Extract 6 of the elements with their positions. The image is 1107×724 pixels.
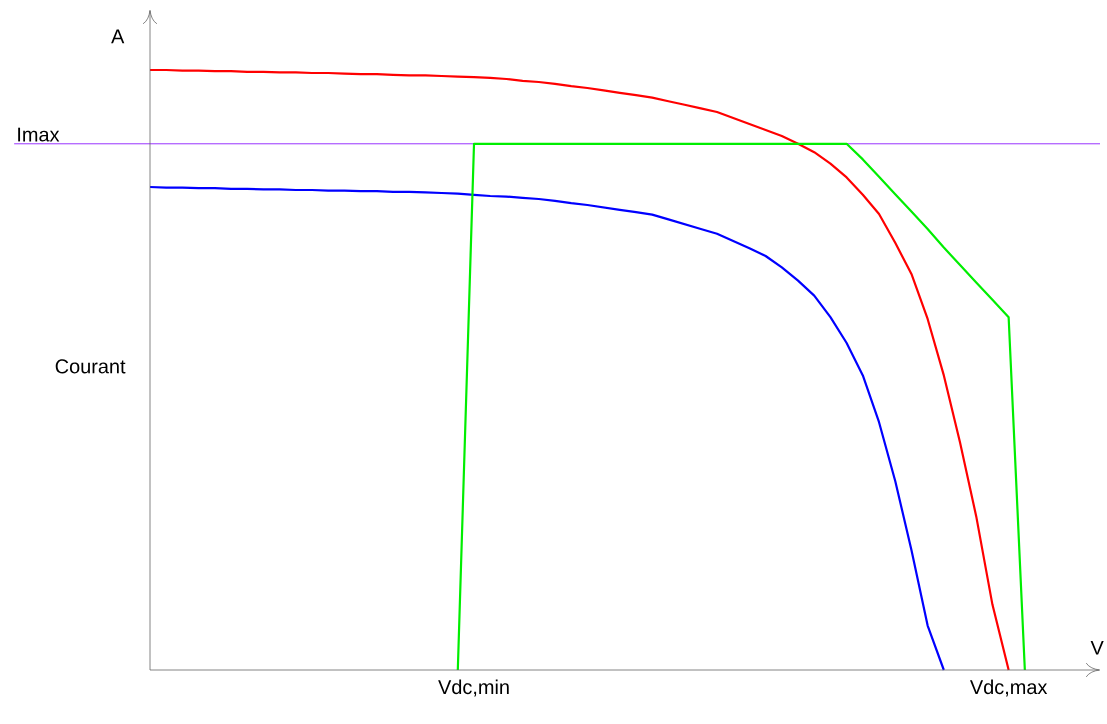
x-tick-label: Vdc,max [969,679,1048,697]
text: A [111,29,125,44]
ref-line-label: Imax [18,127,60,142]
y-axis-title: Courant [55,359,126,374]
x-tick-label: Vdc,min [438,679,509,697]
x-axis-title: V [1090,640,1104,655]
